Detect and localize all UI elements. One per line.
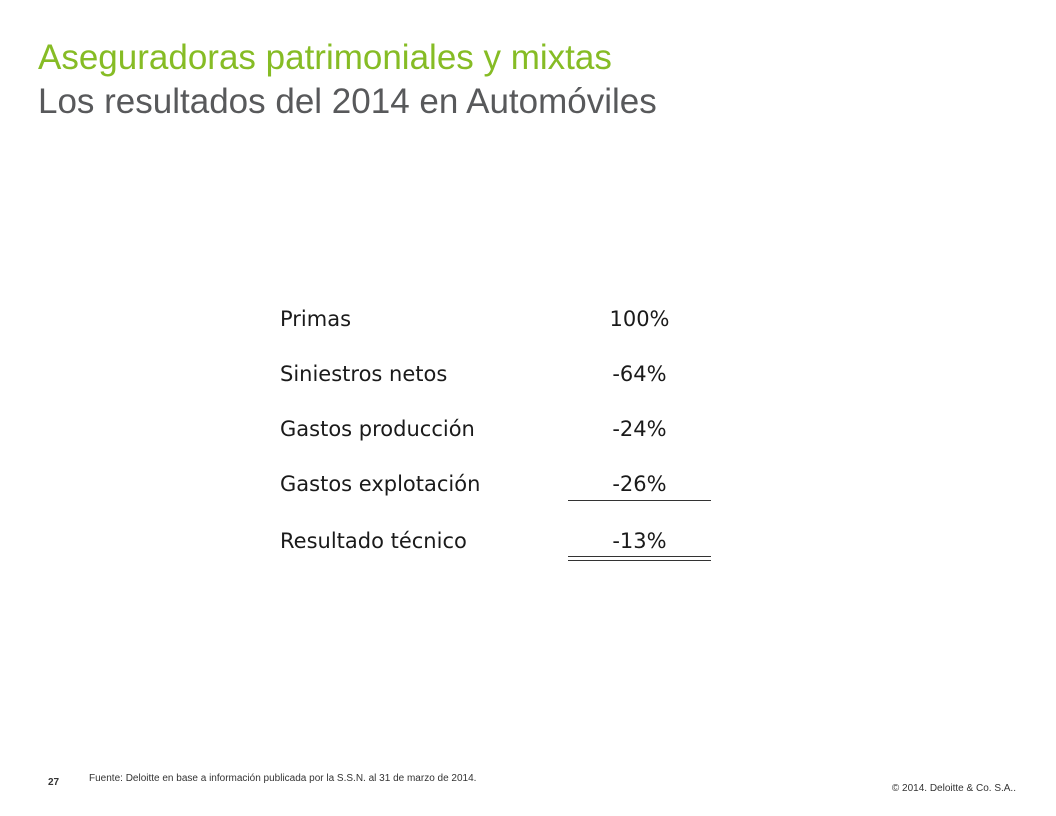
result-row-total: Resultado técnico -13% — [280, 525, 712, 557]
result-row-label: Primas — [280, 307, 352, 331]
copyright-notice: © 2014. Deloitte & Co. S.A.. — [891, 783, 1016, 794]
result-row-value: 100% — [609, 307, 670, 331]
page-number: 27 — [48, 777, 60, 788]
result-row-gastos-explotacion: Gastos explotación -26% — [280, 468, 712, 500]
source-footnote: Fuente: Deloitte en base a información p… — [89, 773, 477, 784]
slide-title: Aseguradoras patrimoniales y mixtas Los … — [38, 36, 657, 124]
result-total-value: -13% — [612, 529, 667, 553]
slide-title-primary: Aseguradoras patrimoniales y mixtas — [38, 38, 612, 77]
result-row-value: -24% — [612, 417, 667, 441]
result-row-label: Siniestros netos — [280, 362, 448, 386]
result-total-label: Resultado técnico — [280, 529, 467, 553]
result-row-label: Gastos explotación — [280, 472, 481, 496]
result-row-gastos-produccion: Gastos producción -24% — [280, 413, 712, 445]
result-row-label: Gastos producción — [280, 417, 475, 441]
result-row-value: -26% — [612, 472, 667, 496]
slide-title-secondary: Los resultados del 2014 en Automóviles — [38, 82, 657, 121]
result-row-siniestros: Siniestros netos -64% — [280, 358, 712, 390]
result-row-primas: Primas 100% — [280, 303, 712, 335]
subtotal-rule — [568, 500, 711, 501]
technical-result-table: Primas 100% Siniestros netos -64% Gastos… — [280, 0, 740, 816]
total-double-rule — [568, 556, 711, 561]
result-row-value: -64% — [612, 362, 667, 386]
